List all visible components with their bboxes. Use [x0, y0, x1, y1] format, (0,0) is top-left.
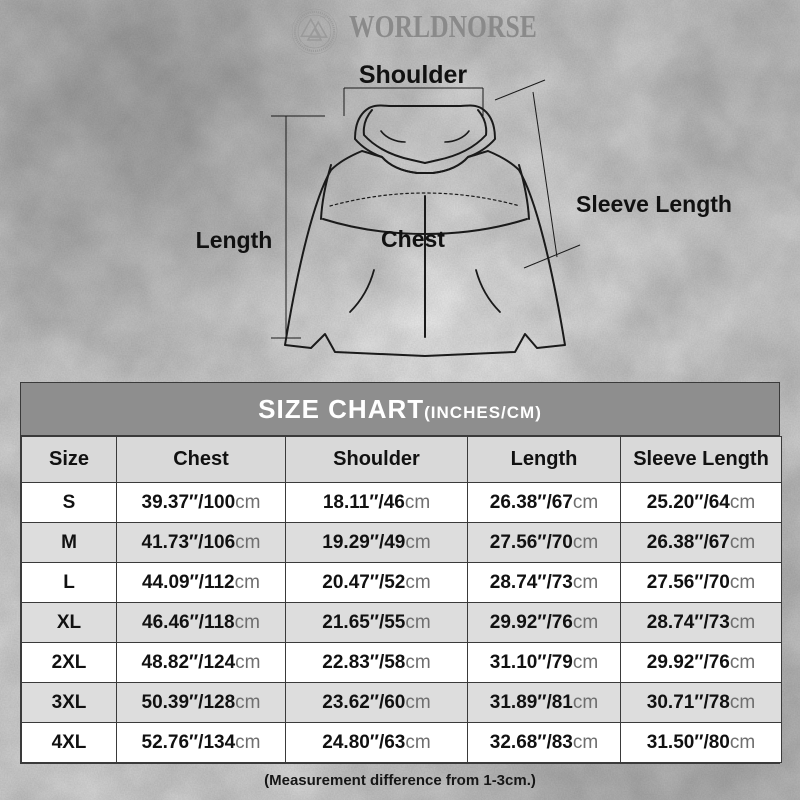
svg-text:Shoulder: Shoulder: [359, 61, 468, 89]
svg-text:Sleeve Length: Sleeve Length: [576, 191, 732, 217]
svg-text:Chest: Chest: [381, 226, 445, 252]
svg-text:Length: Length: [196, 227, 273, 253]
